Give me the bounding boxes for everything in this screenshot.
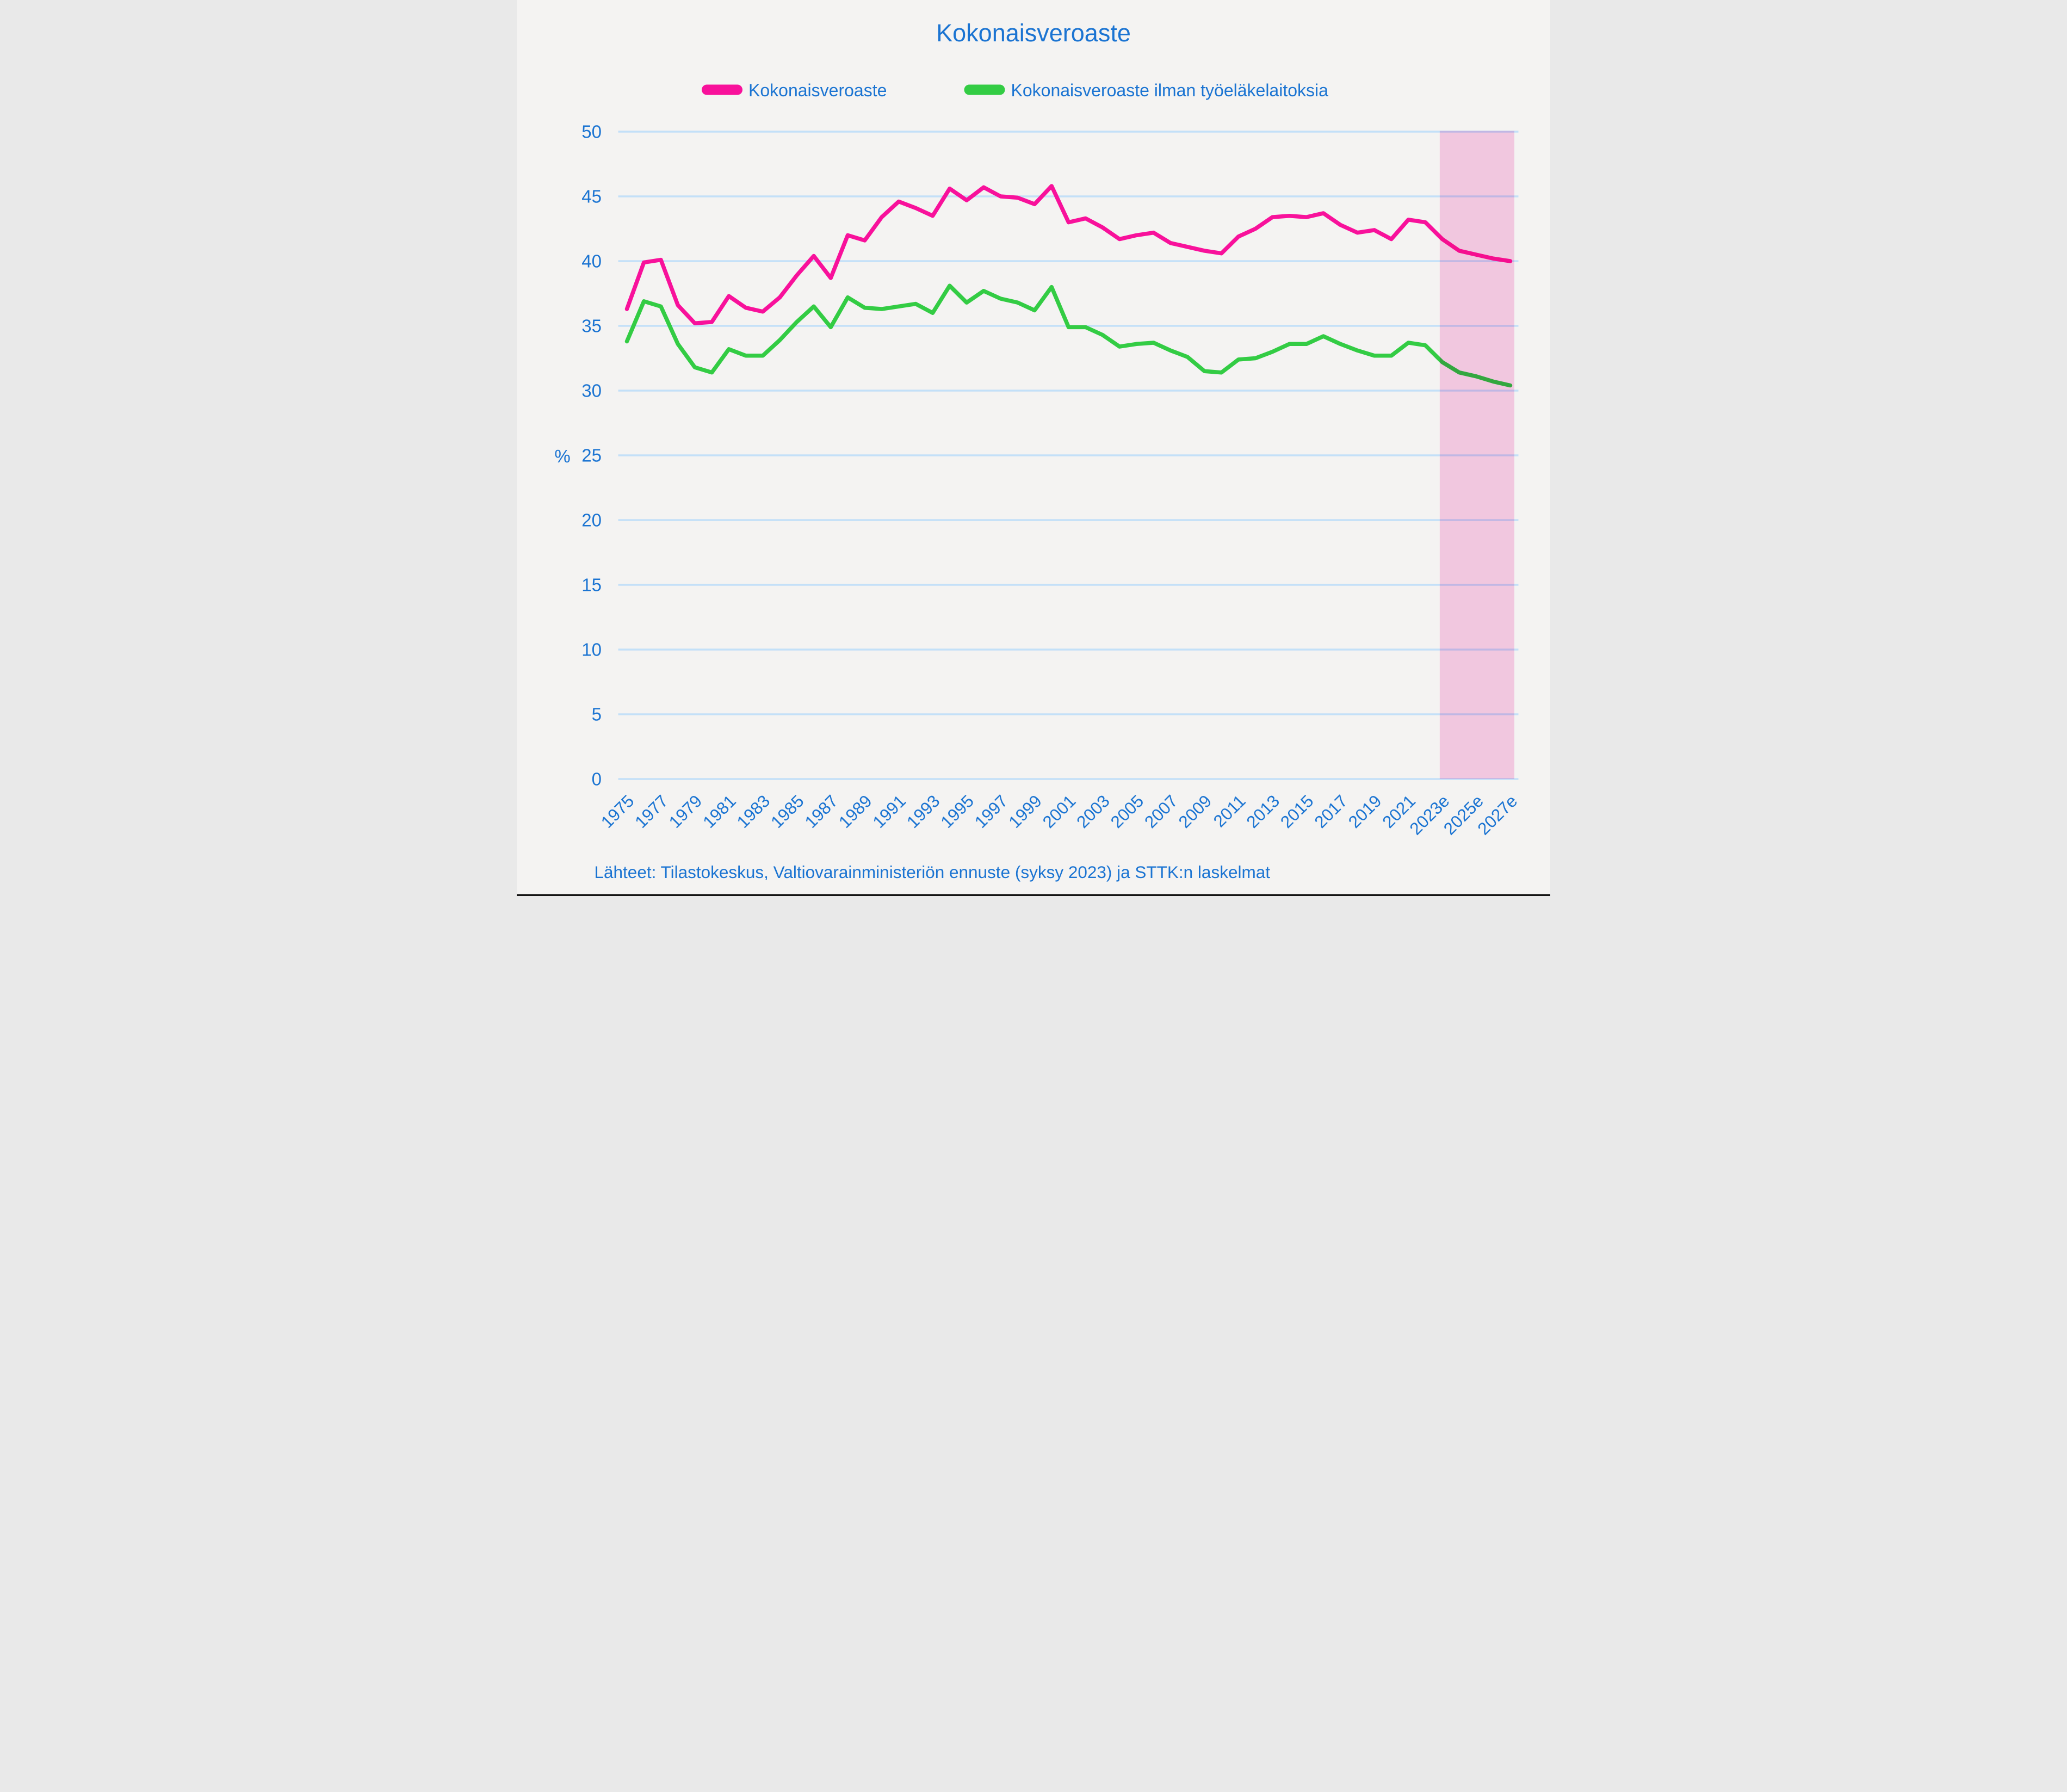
legend: Kokonaisveroaste Kokonaisveroaste ilman … xyxy=(702,81,1328,100)
legend-label-excl-pension: Kokonaisveroaste ilman työeläkelaitoksia xyxy=(1011,81,1329,100)
y-tick-label: 10 xyxy=(581,640,602,660)
legend-swatch-total xyxy=(702,84,742,95)
gridlines xyxy=(618,131,1519,780)
y-tick-label: 15 xyxy=(581,575,602,595)
series-lines xyxy=(624,184,1513,388)
series-line-excl-pension xyxy=(624,283,1513,388)
y-tick-label: 30 xyxy=(581,381,602,401)
y-axis-label: % xyxy=(554,446,570,466)
y-tick-label: 35 xyxy=(581,316,602,336)
bottom-border xyxy=(517,894,1550,896)
legend-label-total: Kokonaisveroaste xyxy=(748,81,887,100)
tax-rate-chart: Kokonaisveroaste Kokonaisveroaste Kokona… xyxy=(517,0,1550,896)
chart-title: Kokonaisveroaste xyxy=(936,19,1131,47)
y-tick-label: 20 xyxy=(581,510,602,530)
y-tick-label: 50 xyxy=(581,122,602,142)
y-tick-label: 25 xyxy=(581,446,602,466)
y-axis-tick-labels: 0 5 10 15 20 25 30 35 40 45 50 xyxy=(581,122,602,789)
chart-background xyxy=(517,0,1550,896)
series-line-total xyxy=(624,184,1513,325)
y-tick-label: 40 xyxy=(581,251,602,271)
y-tick-label: 45 xyxy=(581,187,602,207)
legend-swatch-excl-pension xyxy=(964,84,1005,95)
y-tick-label: 0 xyxy=(592,769,602,789)
y-tick-label: 5 xyxy=(592,705,602,725)
forecast-band xyxy=(1439,131,1514,779)
source-note: Lähteet: Tilastokeskus, Valtiovarainmini… xyxy=(595,862,1271,882)
chart-figure: Kokonaisveroaste Kokonaisveroaste Kokona… xyxy=(517,0,1550,896)
